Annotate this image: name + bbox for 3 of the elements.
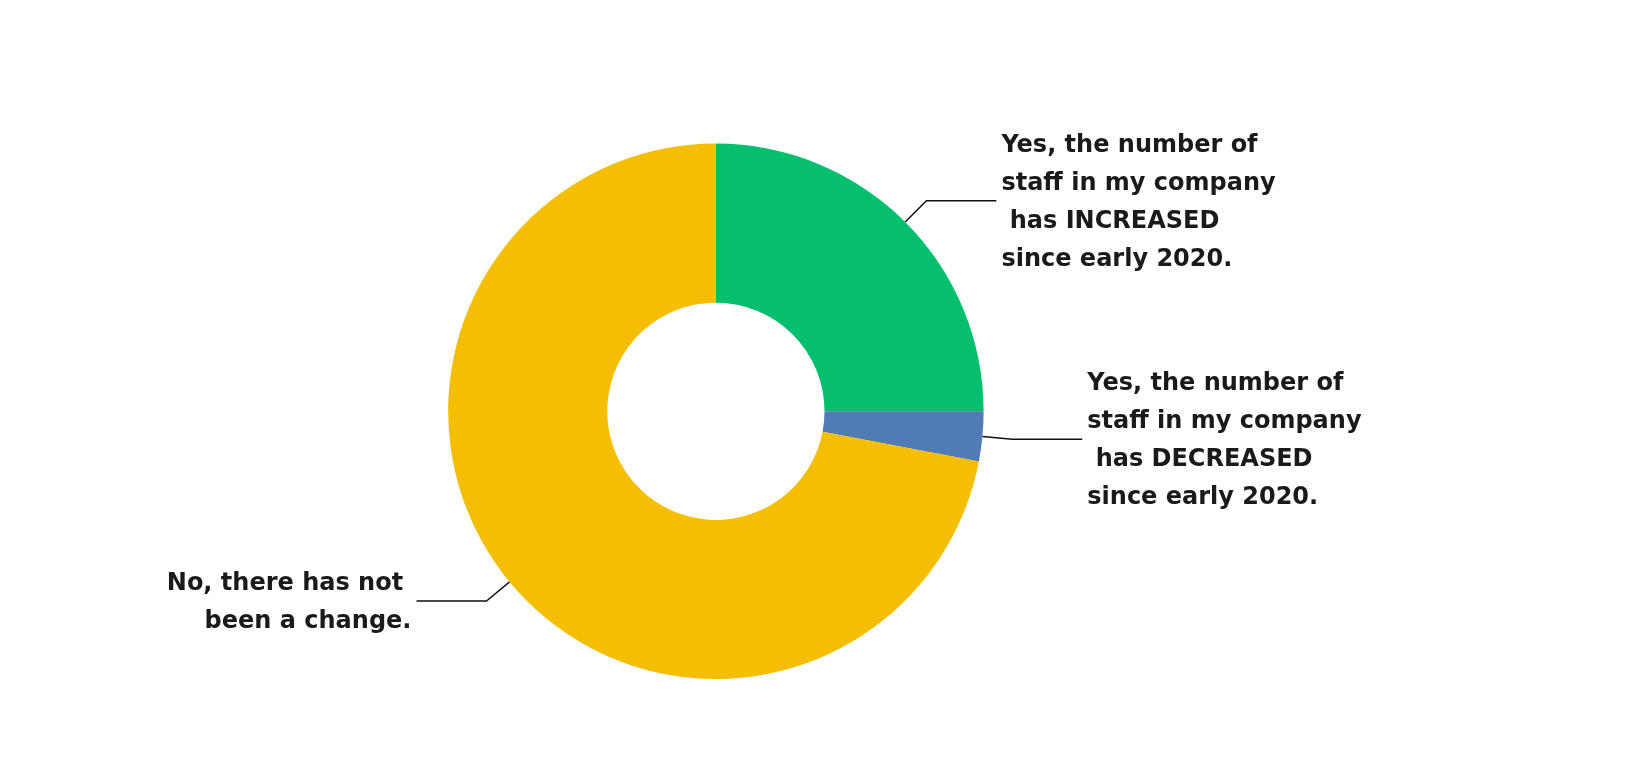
slice-label: Yes, the number of staff in my company has INCREASED since early 2020. [1000,129,1277,272]
slice-label: No, there has not been a change. [166,568,412,635]
slice-label: Yes, the number of staff in my company has DECREASED since early 2020. [1086,368,1362,511]
